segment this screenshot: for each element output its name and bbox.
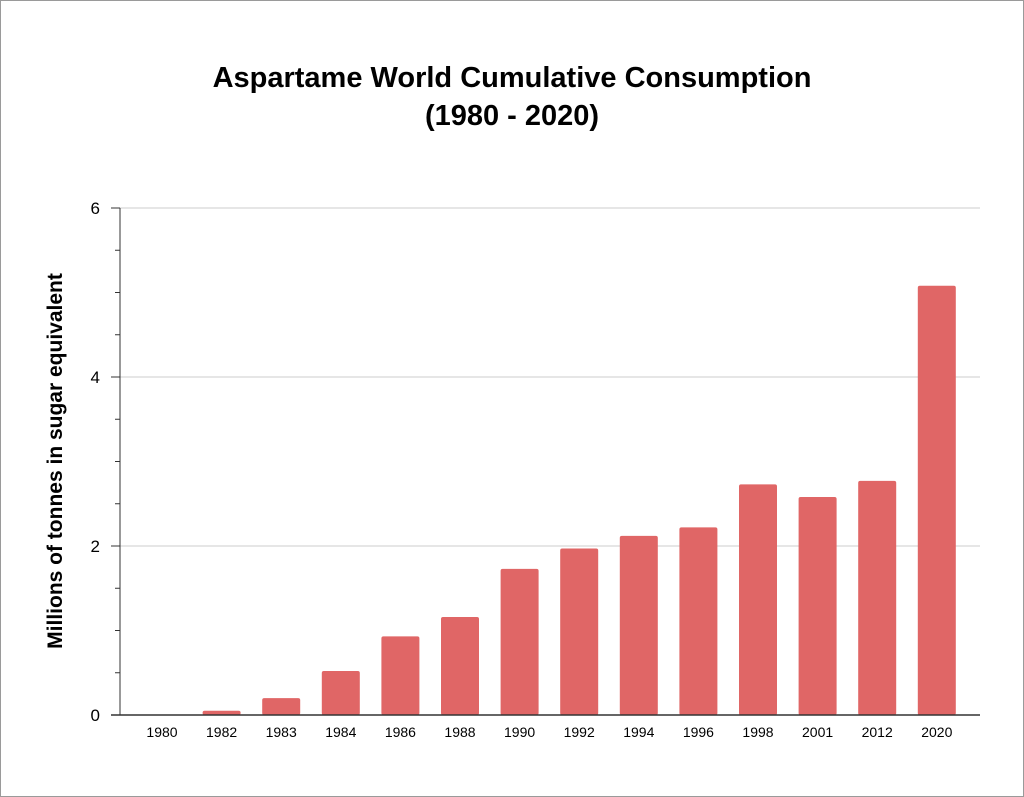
y-tick-label: 6 [91, 199, 100, 218]
x-tick-label: 1996 [683, 724, 714, 740]
x-tick-label: 2001 [802, 724, 833, 740]
bar-1983 [262, 698, 301, 715]
x-tick-label: 1983 [266, 724, 297, 740]
bar-1984 [321, 671, 360, 715]
bar-1998 [739, 484, 777, 715]
axes [111, 207, 980, 716]
bar-1982 [202, 710, 241, 715]
x-tick-label: 1986 [385, 724, 416, 740]
bar-2001 [798, 496, 837, 715]
y-tick-label: 4 [91, 368, 100, 387]
x-tick-label: 1992 [564, 724, 595, 740]
y-tick-label: 2 [91, 537, 100, 556]
bar-1994 [619, 535, 658, 715]
bar-2020 [917, 285, 956, 715]
x-tick-label: 1988 [444, 724, 475, 740]
x-tick-label: 2020 [921, 724, 952, 740]
x-tick-label: 1984 [325, 724, 356, 740]
bar-1992 [560, 548, 599, 715]
bar-1986 [381, 636, 420, 715]
bar-1988 [441, 616, 479, 715]
tick-labels: 0 2 4 6 1980 1982 1983 1984 1986 1988 1990 1992 1994… [91, 199, 953, 740]
chart-subtitle: (1980 - 2020) [424, 100, 600, 132]
bar-1996 [679, 527, 718, 715]
bar-2012 [858, 480, 897, 715]
y-axis-label: Millions of tonnes in sugar equivalent [44, 273, 67, 649]
y-tick-label: 0 [91, 706, 100, 725]
chart-title: Aspartame World Cumulative Consumption [212, 62, 812, 94]
x-tick-label: 1982 [206, 724, 237, 740]
x-tick-label: 2012 [862, 724, 893, 740]
bars [202, 285, 956, 715]
gridlines [120, 207, 980, 547]
x-tick-label: 1994 [623, 724, 654, 740]
x-tick-label: 1998 [742, 724, 773, 740]
x-tick-label: 1980 [146, 724, 177, 740]
bar-1990 [500, 568, 539, 715]
x-tick-label: 1990 [504, 724, 535, 740]
